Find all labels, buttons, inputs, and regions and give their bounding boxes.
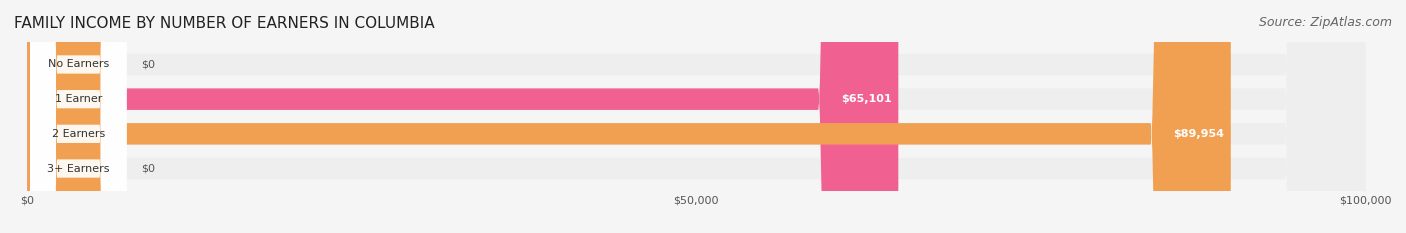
FancyBboxPatch shape — [28, 0, 1365, 233]
Text: 2 Earners: 2 Earners — [52, 129, 105, 139]
Text: $65,101: $65,101 — [841, 94, 891, 104]
FancyBboxPatch shape — [28, 0, 1365, 233]
Text: Source: ZipAtlas.com: Source: ZipAtlas.com — [1258, 16, 1392, 29]
FancyBboxPatch shape — [28, 0, 1365, 233]
Text: FAMILY INCOME BY NUMBER OF EARNERS IN COLUMBIA: FAMILY INCOME BY NUMBER OF EARNERS IN CO… — [14, 16, 434, 31]
Text: $0: $0 — [141, 164, 155, 174]
FancyBboxPatch shape — [28, 0, 1365, 233]
Text: 3+ Earners: 3+ Earners — [46, 164, 110, 174]
FancyBboxPatch shape — [30, 0, 127, 233]
FancyBboxPatch shape — [30, 0, 127, 233]
FancyBboxPatch shape — [30, 0, 127, 233]
Text: 1 Earner: 1 Earner — [55, 94, 103, 104]
FancyBboxPatch shape — [30, 0, 127, 233]
FancyBboxPatch shape — [28, 0, 898, 233]
Text: $0: $0 — [141, 59, 155, 69]
Text: $89,954: $89,954 — [1173, 129, 1225, 139]
FancyBboxPatch shape — [28, 0, 1230, 233]
Text: No Earners: No Earners — [48, 59, 108, 69]
